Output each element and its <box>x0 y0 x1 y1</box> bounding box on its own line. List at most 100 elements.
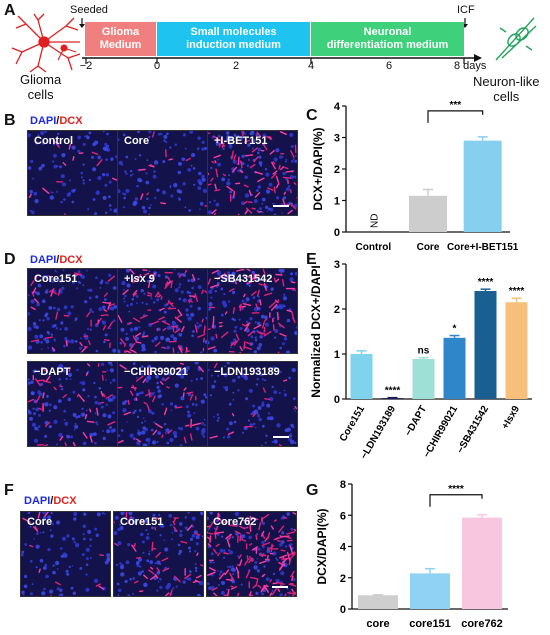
micrograph-control: Control <box>27 130 118 216</box>
y-tick-label: 0 <box>334 394 340 406</box>
micrograph-ibet151: +I-BET151 <box>207 130 298 216</box>
significance-label: **** <box>448 484 464 495</box>
y-axis-label: DCX/DAPI(%) <box>315 508 329 584</box>
tile-label: Core <box>27 516 53 528</box>
significance-bracket <box>427 110 484 123</box>
panel-letter-f: F <box>4 482 14 499</box>
micrograph-sb431542: −SB431542 <box>207 268 298 354</box>
glioma-cells-icon <box>11 13 81 73</box>
icf-label: ICF <box>457 4 475 16</box>
tile-label: Core151 <box>120 516 164 528</box>
micrograph-texture <box>208 269 297 353</box>
micrograph-chir99021: −CHIR99021 <box>117 361 208 447</box>
significance-label: *** <box>449 100 461 111</box>
y-tick-label: 2 <box>340 573 346 585</box>
stain-dcx: DCX <box>59 115 83 127</box>
micrograph-ldn193189: −LDN193189 <box>207 361 298 447</box>
stain-legend-f: DAPI/DCX <box>24 495 77 507</box>
tile-label: Control <box>34 135 74 147</box>
significance-label: **** <box>509 286 525 297</box>
timeline-tick: 0 <box>153 60 161 72</box>
y-tick-label: 6 <box>340 510 346 522</box>
timeline-tick: −2 <box>79 60 93 72</box>
micrograph-texture <box>21 512 110 596</box>
stain-dapi: DAPI <box>30 115 57 127</box>
tile-label: −LDN193189 <box>214 366 280 378</box>
micrograph-texture <box>28 269 117 353</box>
micrograph-core: Core <box>117 130 208 216</box>
y-axis-label: Normalized DCX+/DAPI <box>309 265 323 397</box>
bar <box>443 337 466 399</box>
tile-label: −DAPT <box>34 366 71 378</box>
y-tick-label: 0 <box>334 227 340 239</box>
micrograph-isx9: +Isx 9 <box>117 268 208 354</box>
significance-label: **** <box>385 386 401 397</box>
panel-letter-d: D <box>4 251 16 268</box>
micrograph-f-core: Core <box>20 511 111 597</box>
x-tick-label: core151 <box>409 618 451 630</box>
annotation-label: ND <box>369 214 380 228</box>
bar <box>462 517 502 609</box>
panel-letter-b: B <box>4 112 16 129</box>
y-axis-label: DCX+/DAPI(%) <box>311 127 325 210</box>
timeline-tick: 2 <box>232 60 240 72</box>
chart-g: 0 2 4 6 8 DCX/DAPI(%) core core151 core762 **** <box>315 479 508 630</box>
y-tick-label: 1 <box>334 349 340 361</box>
x-tick-label: Core+I-BET151 <box>447 242 519 253</box>
x-tick-label: +Isx9 <box>500 404 522 432</box>
significance-label: ns <box>418 346 430 357</box>
micrograph-texture <box>208 131 297 215</box>
y-tick-label: 4 <box>340 542 347 554</box>
bar <box>409 195 447 232</box>
bar <box>474 291 497 399</box>
scale-bar <box>272 586 288 588</box>
micrograph-texture <box>28 362 116 446</box>
micrograph-texture <box>207 512 296 596</box>
tile-label: Core151 <box>34 273 78 285</box>
timeline-tick: 8 days <box>454 60 487 72</box>
tile-label: Core <box>124 135 150 147</box>
significance-label: **** <box>478 277 494 288</box>
tile-label: Core762 <box>213 516 257 528</box>
y-tick-label: 8 <box>340 479 346 491</box>
induction-medium-box: Small molecules induction medium <box>157 22 310 56</box>
bar <box>381 398 404 399</box>
glioma-medium-box: Glioma Medium <box>85 22 156 56</box>
tile-label: +I-BET151 <box>214 135 268 147</box>
x-tick-label: Core151 <box>338 404 367 444</box>
y-tick-label: 3 <box>334 133 340 145</box>
bar <box>358 595 398 609</box>
x-tick-label: core <box>366 618 389 630</box>
stain-dcx: DCX <box>59 254 83 266</box>
x-tick-label: core762 <box>461 618 503 630</box>
micrograph-texture <box>114 512 203 596</box>
micrograph-core151: Core151 <box>27 268 118 354</box>
y-tick-label: 2 <box>334 164 340 176</box>
seeded-label: Seeded <box>70 4 108 16</box>
stain-legend-d: DAPI/DCX <box>30 254 83 266</box>
y-tick-label: 4 <box>334 101 341 113</box>
scale-bar <box>273 436 289 438</box>
significance-bracket <box>429 494 483 507</box>
stain-dcx: DCX <box>53 495 77 507</box>
x-tick-label: −DAPT <box>403 404 429 438</box>
differentiation-medium-box: Neuronal differentiatiom medium <box>311 22 464 56</box>
y-tick-label: 3 <box>334 259 340 271</box>
x-tick-label: −SB431542 <box>455 404 491 456</box>
panel-letter-e: E <box>306 251 317 268</box>
glioma-cells-label: Glioma cells <box>20 72 62 102</box>
timeline-axis <box>82 54 482 64</box>
y-tick-label: 1 <box>334 196 340 208</box>
bar <box>505 302 528 399</box>
chart-c: 0 1 2 3 4 DCX+/DAPI(%) Control Core Core+I-BET15… <box>311 100 519 253</box>
stain-slash: / <box>56 115 60 127</box>
timeline-tick: 4 <box>307 60 315 72</box>
stain-slash: / <box>56 254 60 266</box>
micrograph-texture <box>28 131 117 215</box>
y-tick-label: 2 <box>334 304 340 316</box>
significance-label: * <box>453 324 457 335</box>
neuron-like-cells-icon <box>495 17 537 61</box>
y-tick-label: 0 <box>340 604 346 616</box>
x-tick-label: Control <box>356 242 392 253</box>
